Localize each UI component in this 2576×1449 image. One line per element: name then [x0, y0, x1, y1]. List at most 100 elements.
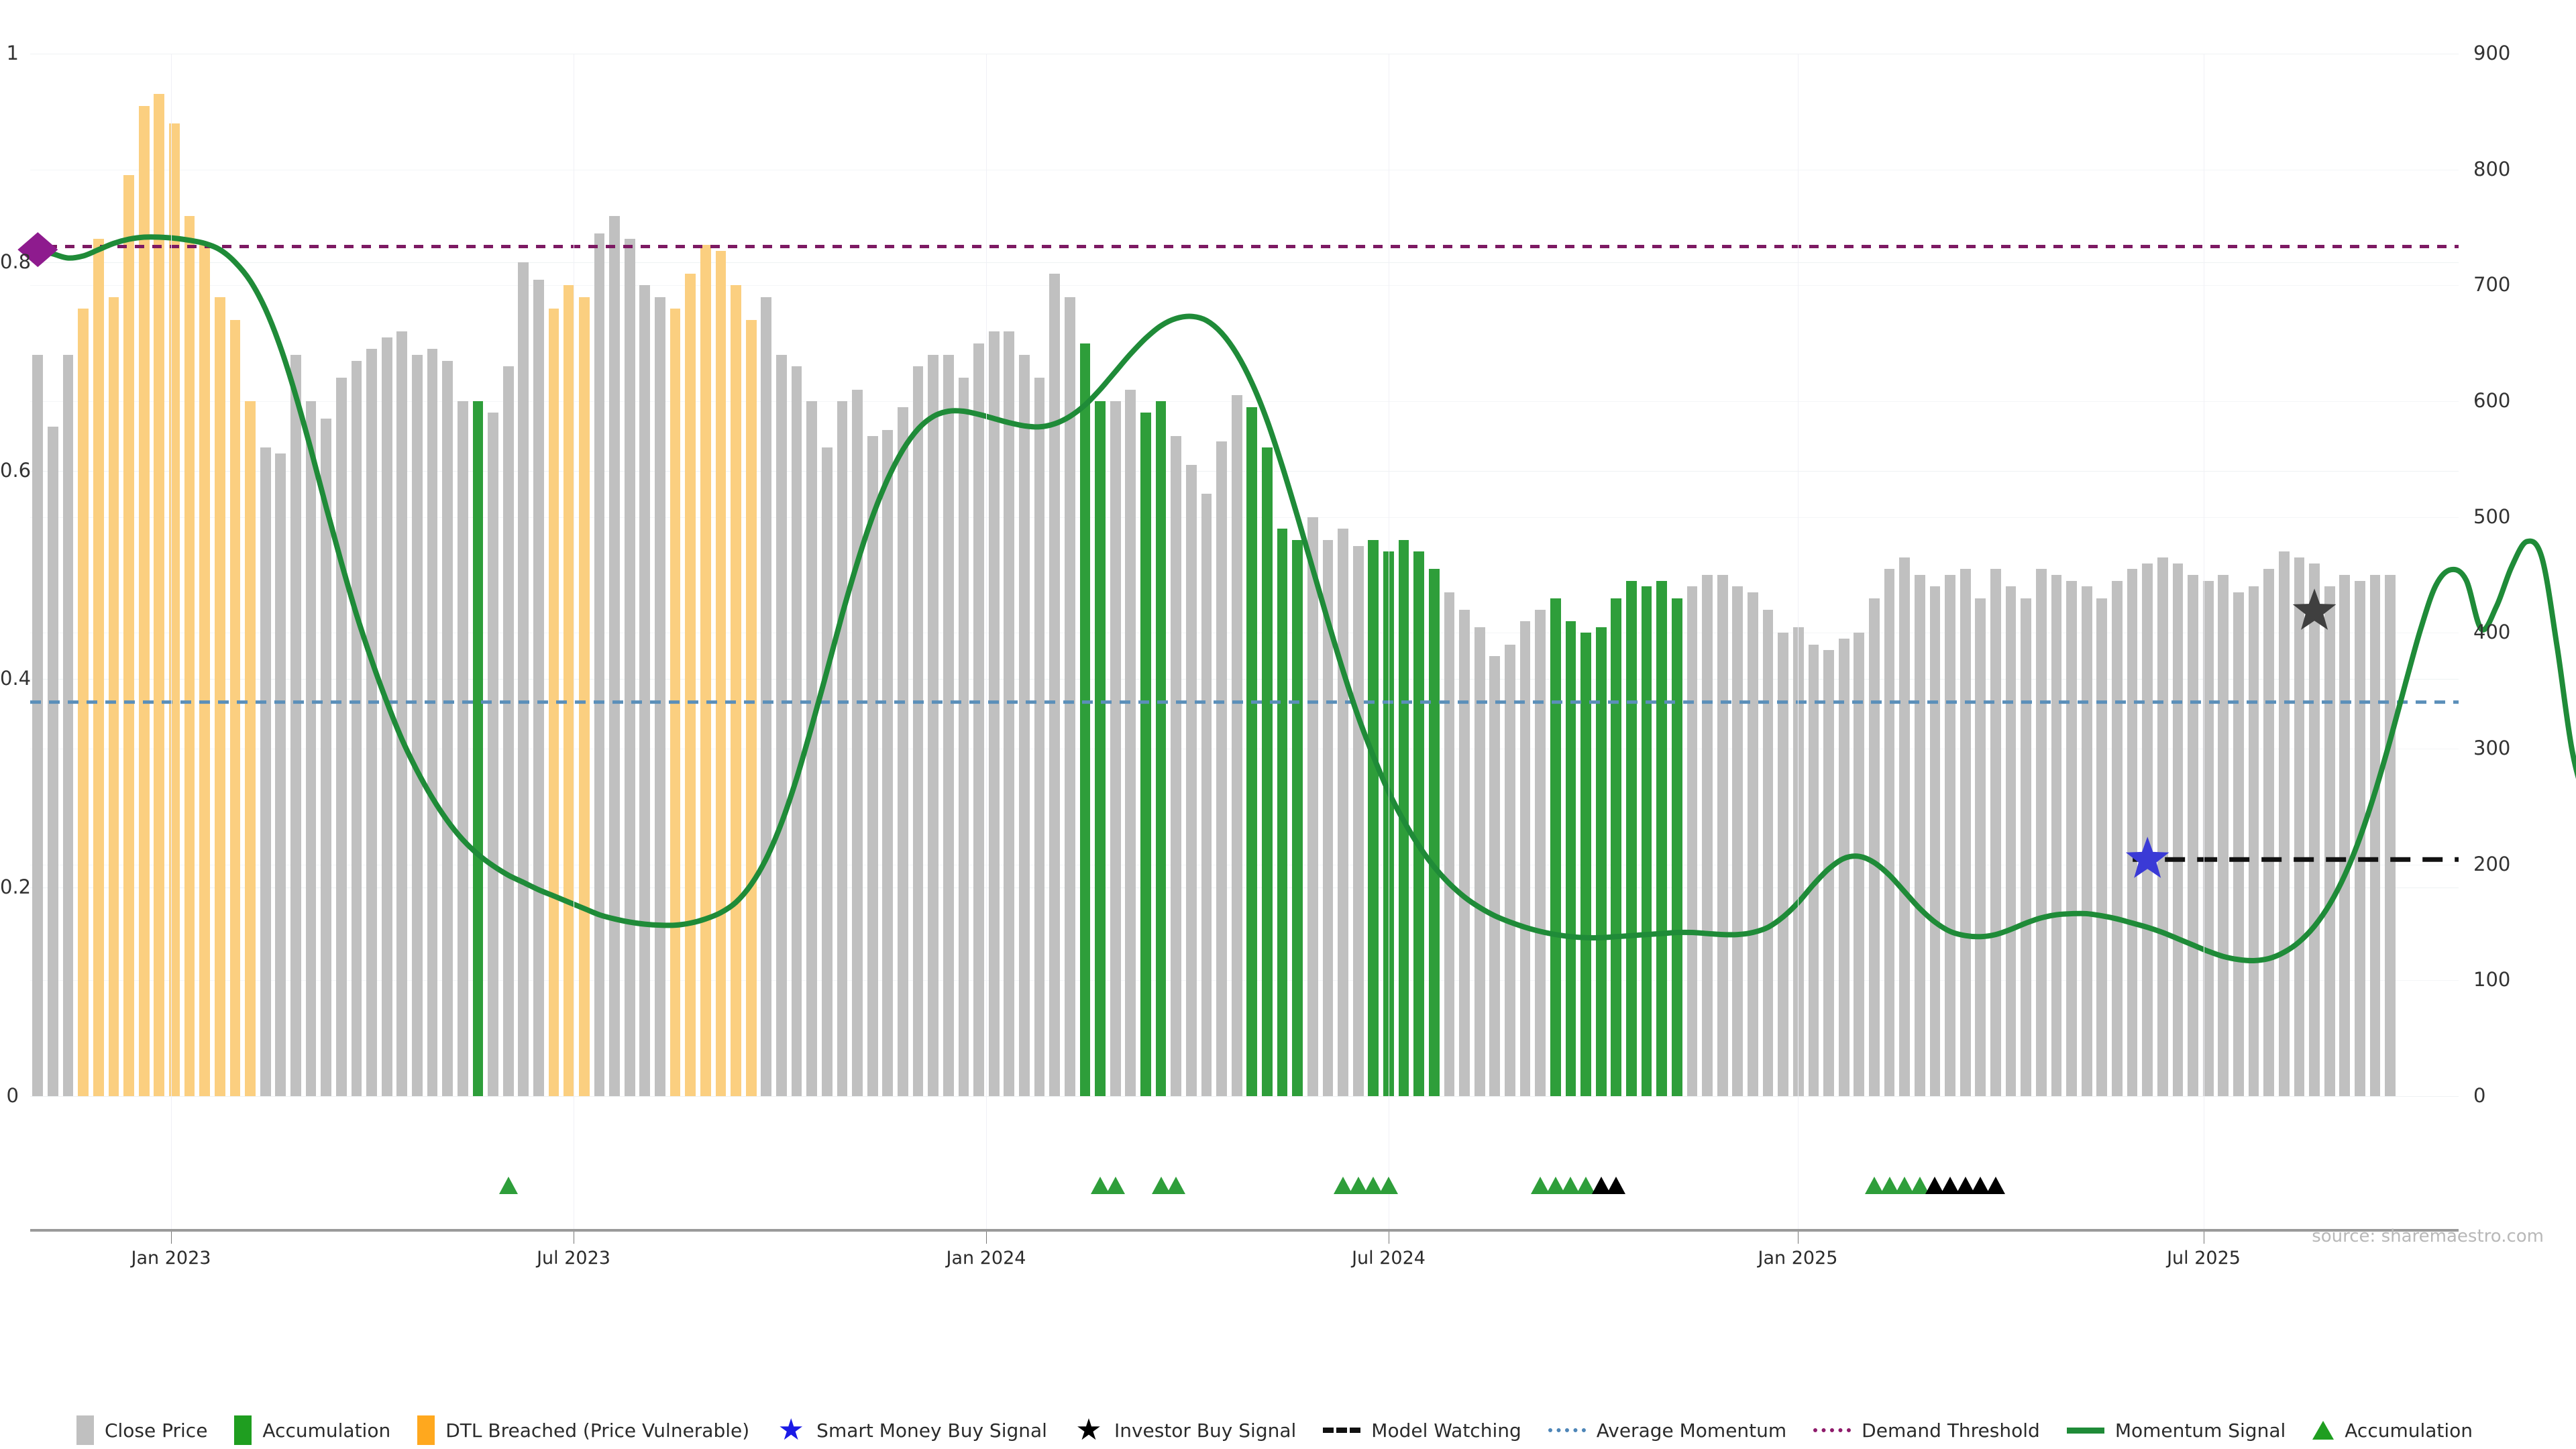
price-bar [2142, 563, 2153, 1096]
price-bar [2324, 586, 2335, 1096]
price-bar [669, 308, 681, 1096]
chart-legend: Close Price Accumulation DTL Breached (Pri… [0, 1415, 2576, 1445]
solid-line-icon [2066, 1427, 2104, 1434]
y-axis-right-tick-label: 200 [2473, 852, 2511, 875]
legend-item[interactable]: Accumulation [2312, 1419, 2473, 1442]
legend-item[interactable]: Demand Threshold [1813, 1419, 2040, 1442]
price-bar [2294, 557, 2305, 1096]
price-bar [1110, 401, 1121, 1096]
price-bar [1762, 609, 1774, 1096]
price-bar [321, 418, 332, 1096]
y-axis-left-tick-label: 0.8 [0, 250, 32, 273]
legend-item-label: Average Momentum [1596, 1419, 1787, 1442]
price-bar [245, 401, 256, 1096]
price-bar [2021, 598, 2032, 1096]
price-bar [791, 366, 802, 1096]
price-bar [1322, 540, 1334, 1096]
price-bar [2385, 575, 2396, 1096]
price-bar [123, 175, 134, 1096]
price-bar [837, 401, 848, 1096]
gridline [30, 1096, 2459, 1097]
price-bar [1580, 633, 1591, 1096]
price-bar [305, 401, 317, 1096]
price-bar [533, 279, 544, 1096]
price-bar [1717, 575, 1728, 1096]
price-bar [1231, 395, 1242, 1096]
legend-item[interactable]: ★ Investor Buy Signal [1074, 1413, 1296, 1447]
price-bar [1535, 609, 1546, 1096]
orange-square-icon [417, 1415, 435, 1445]
price-bar [2096, 598, 2108, 1096]
black-star-icon: ★ [1075, 1413, 1102, 1447]
price-bar [1884, 569, 1895, 1096]
price-bar [366, 349, 377, 1096]
green-triangle-icon [2312, 1421, 2334, 1440]
vertical-gridline [171, 54, 172, 1230]
price-bar [852, 389, 863, 1096]
price-bar [806, 401, 818, 1096]
price-bar [1398, 540, 1409, 1096]
price-bar [1079, 343, 1091, 1096]
price-bar [1352, 545, 1364, 1096]
legend-item-label: Close Price [104, 1419, 208, 1442]
y-axis-right-tick-label: 600 [2473, 389, 2511, 412]
price-bar [1945, 575, 1955, 1096]
price-bar [2355, 580, 2365, 1096]
price-bar [1641, 586, 1652, 1096]
x-axis-tick-label: Jan 2023 [131, 1248, 211, 1269]
price-bar [1262, 447, 1273, 1096]
vertical-gridline [986, 54, 987, 1230]
x-axis-tick-label: Jul 2023 [537, 1248, 610, 1269]
price-bar [1444, 592, 1455, 1096]
x-axis-tick-label: Jul 2025 [2167, 1248, 2241, 1269]
legend-item[interactable]: DTL Breached (Price Vulnerable) [417, 1415, 749, 1445]
y-axis-right-tick-label: 800 [2473, 157, 2511, 180]
price-bar [700, 244, 711, 1096]
price-bar [1656, 580, 1668, 1096]
price-bar [1686, 586, 1698, 1096]
legend-item[interactable]: Accumulation [234, 1415, 390, 1445]
price-bar [260, 447, 271, 1096]
price-bar [1474, 627, 1485, 1096]
price-bar [1869, 598, 1880, 1096]
price-bar [1960, 569, 1971, 1096]
price-bar [1004, 331, 1015, 1096]
x-axis-tick [1798, 1232, 1799, 1244]
legend-item[interactable]: Model Watching [1323, 1419, 1521, 1442]
dashed-line-icon [1323, 1428, 1361, 1433]
price-bar [214, 297, 225, 1096]
y-axis-left-tick-label: 0.2 [0, 875, 32, 899]
price-bar [1854, 633, 1865, 1096]
price-bar [1277, 528, 1288, 1096]
price-bar [275, 453, 286, 1096]
price-bar [1929, 586, 1941, 1096]
price-bar [381, 337, 392, 1096]
price-bar [199, 244, 211, 1096]
y-axis-left-tick-label: 0.4 [0, 667, 32, 690]
price-bar [898, 407, 908, 1096]
price-bar [2233, 592, 2244, 1096]
y-axis-left-tick-label: 0 [6, 1084, 19, 1107]
price-bar [518, 262, 529, 1096]
price-bar [928, 354, 939, 1096]
legend-item[interactable]: Close Price [76, 1415, 207, 1445]
price-bar [988, 331, 1000, 1096]
price-bar [1990, 569, 2001, 1096]
y-axis-right-tick-label: 100 [2473, 968, 2511, 991]
plot-area [17, 54, 2576, 1230]
price-bar [1201, 494, 1212, 1096]
price-bar [1975, 598, 1986, 1096]
legend-item[interactable]: ★ Smart Money Buy Signal [776, 1415, 1047, 1445]
price-bar [2248, 586, 2259, 1096]
price-bar [1246, 407, 1258, 1096]
source-note: source: sharemaestro.com [2312, 1226, 2544, 1246]
price-bar [1292, 540, 1303, 1096]
legend-item[interactable]: Momentum Signal [2066, 1419, 2286, 1442]
price-bar [1702, 575, 1713, 1096]
price-bar [1914, 575, 1925, 1096]
legend-item[interactable]: Average Momentum [1548, 1419, 1786, 1442]
price-bar [1611, 598, 1622, 1096]
price-bar [882, 430, 894, 1096]
price-bar [1216, 441, 1227, 1096]
investor-triangle-marker [1607, 1177, 1626, 1194]
